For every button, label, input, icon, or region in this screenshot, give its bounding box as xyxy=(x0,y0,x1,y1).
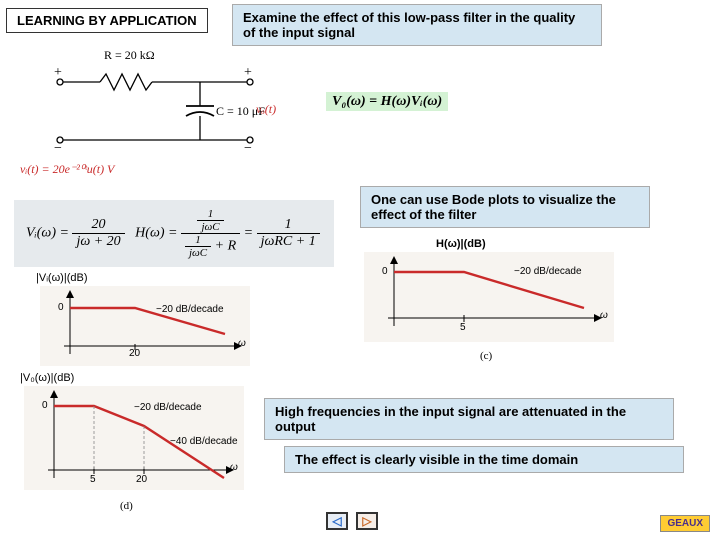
vi-den: jω + 20 xyxy=(72,234,124,250)
plot-h-slope: −20 dB/decade xyxy=(514,266,582,277)
plot-vi: |Vᵢ(ω)|(dB) 0 20 ω −20 dB/decade xyxy=(40,286,250,366)
plot-vo-s2: −40 dB/decade xyxy=(170,436,238,447)
vi-equation: vᵢ(t) = 20e⁻²⁰ᵗu(t) V xyxy=(20,162,114,177)
section-title: LEARNING BY APPLICATION xyxy=(6,8,208,33)
plot-vo-caption: (d) xyxy=(120,500,133,512)
plot-vo-s1: −20 dB/decade xyxy=(134,402,202,413)
plot-vo-xlabel: ω xyxy=(230,462,238,473)
prompt-box: Examine the effect of this low-pass filt… xyxy=(232,4,602,46)
plot-h-zero: 0 xyxy=(382,266,388,277)
h1n2: 1 xyxy=(185,234,211,247)
vi-lhs: Vᵢ(ω) = xyxy=(26,226,69,241)
svg-text:+: + xyxy=(244,65,252,80)
plot-vi-slope: −20 dB/decade xyxy=(156,304,224,315)
highfreq-textbox: High frequencies in the input signal are… xyxy=(264,398,674,440)
h1da: jωC xyxy=(197,221,223,233)
timedomain-textbox: The effect is clearly visible in the tim… xyxy=(284,446,684,473)
h1db: + R xyxy=(215,239,237,254)
plot-h: H(ω)|(dB) 0 5 ω −20 dB/decade xyxy=(364,252,614,342)
plot-vo-b1: 5 xyxy=(90,474,96,485)
circuit-diagram: + − + − R = 20 kΩ C = 10 μF vₒ(t) xyxy=(40,58,300,158)
svg-text:−: − xyxy=(244,141,252,156)
transfer-eqn: V₀(ω) = H(ω)Vᵢ(ω) xyxy=(326,92,448,110)
plot-h-ylabel: H(ω)|(dB) xyxy=(436,238,486,250)
prev-button[interactable]: ◁ xyxy=(326,512,348,530)
plot-vi-ylabel: |Vᵢ(ω)|(dB) xyxy=(36,272,87,284)
plot-vo: |V₀(ω)|(dB) 0 5 20 ω −20 dB/decade −40 d… xyxy=(24,386,244,490)
plot-h-caption: (c) xyxy=(480,350,492,362)
bode-textbox: One can use Bode plots to visualize the … xyxy=(360,186,650,228)
h-lhs: H(ω) = xyxy=(135,226,177,241)
h2d: jωRC + 1 xyxy=(257,234,320,250)
h1da2: jωC xyxy=(185,247,211,259)
svg-text:+: + xyxy=(54,65,62,80)
equation-block: Vᵢ(ω) = 20 jω + 20 H(ω) = 1 jωC 1 jωC + … xyxy=(14,200,334,267)
plot-vo-zero: 0 xyxy=(42,400,48,411)
h1n: 1 xyxy=(197,208,223,221)
vo-label: vₒ(t) xyxy=(256,102,276,117)
plot-vi-zero: 0 xyxy=(58,302,64,313)
next-button[interactable]: ▷ xyxy=(356,512,378,530)
plot-vo-b2: 20 xyxy=(136,474,147,485)
h2n: 1 xyxy=(257,217,320,234)
plot-vo-ylabel: |V₀(ω)|(dB) xyxy=(20,372,74,384)
plot-h-xlabel: ω xyxy=(600,310,608,321)
plot-h-brk: 5 xyxy=(460,322,466,333)
geaux-badge: GEAUX xyxy=(660,515,710,532)
resistor-label: R = 20 kΩ xyxy=(104,48,155,63)
plot-vi-xlabel: ω xyxy=(238,338,246,349)
vi-num: 20 xyxy=(72,217,124,234)
svg-text:−: − xyxy=(54,141,62,156)
plot-vi-brk: 20 xyxy=(129,348,140,359)
